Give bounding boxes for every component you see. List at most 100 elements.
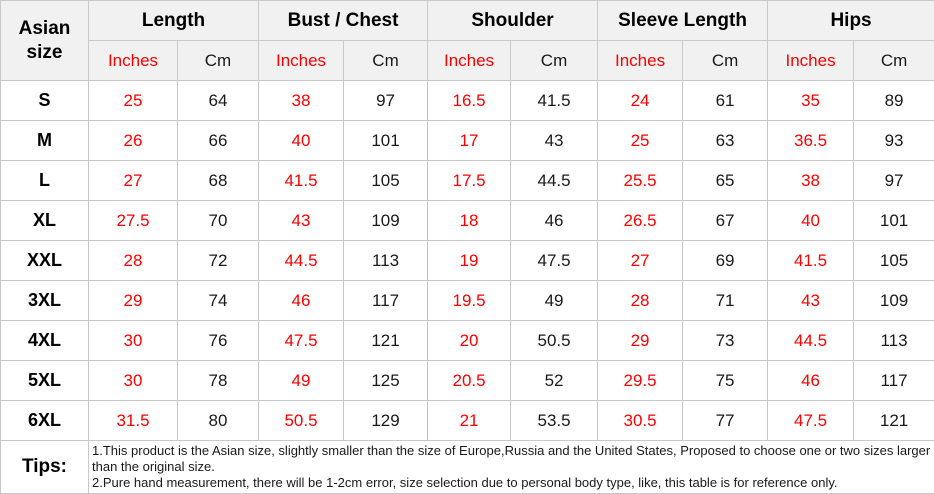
group-header-row: Asian size Length Bust / Chest Shoulder …: [1, 1, 934, 41]
group-header-hips: Hips: [768, 1, 934, 41]
unit-header-row: Inches Cm Inches Cm Inches Cm Inches Cm …: [1, 41, 934, 81]
cell-sleeve-cm: 69: [683, 241, 768, 281]
cell-hips-inches: 38: [768, 161, 854, 201]
cell-sleeve-inches: 30.5: [598, 401, 683, 441]
cell-hips-inches: 40: [768, 201, 854, 241]
table-row-xxl: XXL 28 72 44.5 113 19 47.5 27 69 41.5 10…: [1, 241, 934, 281]
cell-shoulder-cm: 43: [511, 121, 598, 161]
cell-length-inches: 26: [89, 121, 178, 161]
cell-length-cm: 80: [178, 401, 259, 441]
cell-bust-cm: 105: [344, 161, 428, 201]
group-header-shoulder: Shoulder: [428, 1, 598, 41]
cell-hips-inches: 47.5: [768, 401, 854, 441]
cell-bust-cm: 97: [344, 81, 428, 121]
cell-shoulder-cm: 50.5: [511, 321, 598, 361]
cell-sleeve-inches: 27: [598, 241, 683, 281]
subheader-length-inches: Inches: [89, 41, 178, 81]
tips-row: Tips: 1.This product is the Asian size, …: [1, 441, 934, 494]
cell-bust-inches: 46: [259, 281, 344, 321]
tips-line-2: 2.Pure hand measurement, there will be 1…: [92, 475, 931, 491]
cell-bust-inches: 50.5: [259, 401, 344, 441]
cell-length-inches: 30: [89, 321, 178, 361]
cell-hips-inches: 36.5: [768, 121, 854, 161]
cell-hips-inches: 41.5: [768, 241, 854, 281]
cell-sleeve-cm: 61: [683, 81, 768, 121]
cell-length-cm: 74: [178, 281, 259, 321]
cell-hips-inches: 35: [768, 81, 854, 121]
cell-sleeve-inches: 28: [598, 281, 683, 321]
corner-header-asian-size: Asian size: [1, 1, 89, 81]
cell-hips-cm: 117: [854, 361, 934, 401]
cell-length-inches: 29: [89, 281, 178, 321]
cell-length-cm: 68: [178, 161, 259, 201]
cell-shoulder-inches: 19: [428, 241, 511, 281]
cell-shoulder-cm: 52: [511, 361, 598, 401]
cell-bust-inches: 49: [259, 361, 344, 401]
size-label: 3XL: [1, 281, 89, 321]
cell-bust-cm: 113: [344, 241, 428, 281]
cell-bust-inches: 44.5: [259, 241, 344, 281]
cell-bust-cm: 121: [344, 321, 428, 361]
cell-hips-cm: 97: [854, 161, 934, 201]
cell-length-cm: 70: [178, 201, 259, 241]
cell-hips-inches: 43: [768, 281, 854, 321]
size-label: 4XL: [1, 321, 89, 361]
cell-bust-cm: 109: [344, 201, 428, 241]
cell-length-inches: 28: [89, 241, 178, 281]
subheader-length-cm: Cm: [178, 41, 259, 81]
cell-hips-inches: 44.5: [768, 321, 854, 361]
cell-sleeve-inches: 26.5: [598, 201, 683, 241]
cell-shoulder-inches: 20: [428, 321, 511, 361]
cell-sleeve-inches: 24: [598, 81, 683, 121]
cell-shoulder-inches: 17: [428, 121, 511, 161]
cell-length-cm: 72: [178, 241, 259, 281]
cell-sleeve-cm: 73: [683, 321, 768, 361]
cell-shoulder-cm: 46: [511, 201, 598, 241]
size-label: XXL: [1, 241, 89, 281]
table-row-m: M 26 66 40 101 17 43 25 63 36.5 93: [1, 121, 934, 161]
cell-hips-cm: 113: [854, 321, 934, 361]
cell-bust-inches: 40: [259, 121, 344, 161]
cell-sleeve-cm: 65: [683, 161, 768, 201]
cell-hips-cm: 105: [854, 241, 934, 281]
cell-bust-cm: 117: [344, 281, 428, 321]
cell-hips-cm: 89: [854, 81, 934, 121]
size-label: S: [1, 81, 89, 121]
cell-shoulder-cm: 53.5: [511, 401, 598, 441]
cell-hips-cm: 121: [854, 401, 934, 441]
cell-length-inches: 27: [89, 161, 178, 201]
size-label: 6XL: [1, 401, 89, 441]
cell-shoulder-cm: 44.5: [511, 161, 598, 201]
table-row-xl: XL 27.5 70 43 109 18 46 26.5 67 40 101: [1, 201, 934, 241]
cell-length-cm: 66: [178, 121, 259, 161]
table-row-3xl: 3XL 29 74 46 117 19.5 49 28 71 43 109: [1, 281, 934, 321]
cell-shoulder-inches: 18: [428, 201, 511, 241]
cell-length-inches: 27.5: [89, 201, 178, 241]
subheader-shoulder-inches: Inches: [428, 41, 511, 81]
cell-sleeve-inches: 25: [598, 121, 683, 161]
cell-hips-cm: 101: [854, 201, 934, 241]
table-row-6xl: 6XL 31.5 80 50.5 129 21 53.5 30.5 77 47.…: [1, 401, 934, 441]
cell-shoulder-cm: 49: [511, 281, 598, 321]
cell-length-cm: 64: [178, 81, 259, 121]
table-row-5xl: 5XL 30 78 49 125 20.5 52 29.5 75 46 117: [1, 361, 934, 401]
cell-length-cm: 78: [178, 361, 259, 401]
cell-sleeve-cm: 77: [683, 401, 768, 441]
cell-shoulder-inches: 16.5: [428, 81, 511, 121]
cell-sleeve-cm: 71: [683, 281, 768, 321]
table-row-4xl: 4XL 30 76 47.5 121 20 50.5 29 73 44.5 11…: [1, 321, 934, 361]
cell-bust-inches: 43: [259, 201, 344, 241]
subheader-sleeve-inches: Inches: [598, 41, 683, 81]
table-row-l: L 27 68 41.5 105 17.5 44.5 25.5 65 38 97: [1, 161, 934, 201]
subheader-hips-cm: Cm: [854, 41, 934, 81]
cell-hips-cm: 93: [854, 121, 934, 161]
cell-shoulder-cm: 47.5: [511, 241, 598, 281]
tips-line-1: 1.This product is the Asian size, slight…: [92, 443, 931, 475]
group-header-sleeve-length: Sleeve Length: [598, 1, 768, 41]
cell-bust-inches: 41.5: [259, 161, 344, 201]
group-header-bust-chest: Bust / Chest: [259, 1, 428, 41]
cell-bust-cm: 125: [344, 361, 428, 401]
cell-shoulder-inches: 17.5: [428, 161, 511, 201]
cell-bust-cm: 129: [344, 401, 428, 441]
